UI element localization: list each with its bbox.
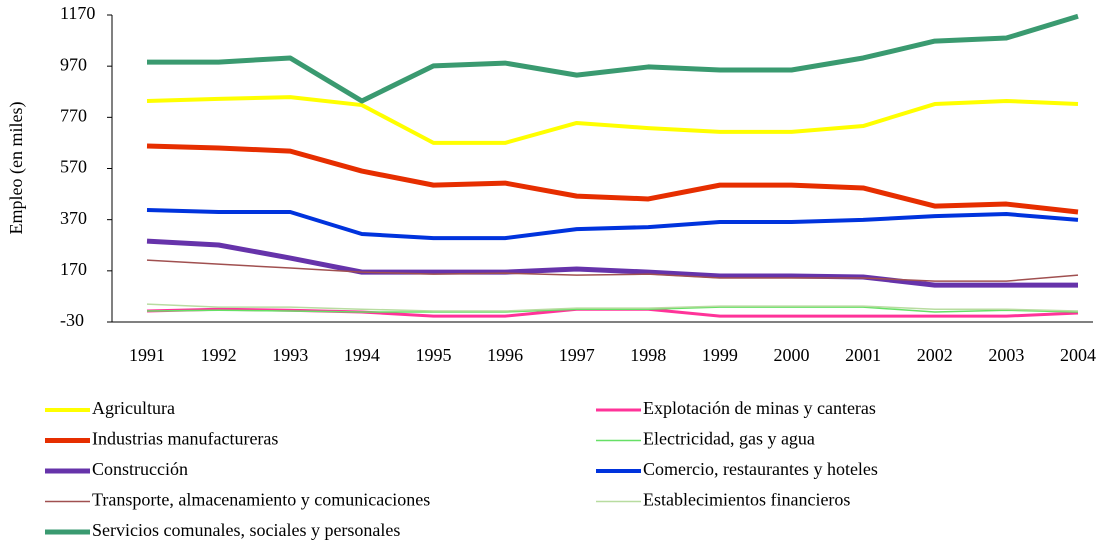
series-line bbox=[146, 207, 1079, 241]
legend-label: Agricultura bbox=[92, 398, 175, 418]
series-line bbox=[146, 306, 1079, 313]
y-tick-label: 770 bbox=[60, 105, 87, 125]
series-line bbox=[146, 143, 1079, 215]
y-tick-label: 970 bbox=[60, 54, 87, 74]
x-tick-label: 1996 bbox=[487, 345, 523, 365]
x-tick-label: 2004 bbox=[1060, 345, 1096, 365]
y-tick-label: 170 bbox=[60, 259, 87, 279]
legend-label: Electricidad, gas y agua bbox=[643, 429, 815, 449]
legend-label: Industrias manufactureras bbox=[92, 429, 278, 449]
legend-label: Construcción bbox=[92, 459, 188, 479]
series-line bbox=[146, 95, 1079, 145]
series-line bbox=[146, 238, 1078, 288]
x-tick-label: 1995 bbox=[415, 345, 451, 365]
x-tick-label: 1994 bbox=[344, 345, 380, 365]
y-axis-title: Empleo (en miles) bbox=[6, 102, 27, 235]
series-line bbox=[146, 303, 1079, 312]
y-tick-label: 370 bbox=[60, 208, 87, 228]
x-tick-label: 1991 bbox=[129, 345, 165, 365]
y-tick-label: 570 bbox=[60, 157, 87, 177]
legend-label: Servicios comunales, sociales y personal… bbox=[92, 520, 400, 540]
x-tick-label: 1999 bbox=[702, 345, 738, 365]
legend-label: Establecimientos financieros bbox=[643, 490, 850, 510]
series-line bbox=[146, 259, 1079, 282]
x-tick-label: 1993 bbox=[272, 345, 308, 365]
y-tick-label: 1170 bbox=[60, 3, 95, 23]
x-tick-label: 2000 bbox=[774, 345, 810, 365]
x-tick-label: 2003 bbox=[988, 345, 1024, 365]
series-line bbox=[147, 13, 1079, 104]
x-tick-label: 1997 bbox=[559, 345, 595, 365]
x-tick-label: 2002 bbox=[917, 345, 953, 365]
x-tick-label: 1998 bbox=[630, 345, 666, 365]
legend-label: Transporte, almacenamiento y comunicacio… bbox=[92, 490, 430, 510]
y-tick-label: -30 bbox=[60, 310, 84, 330]
x-tick-label: 1992 bbox=[201, 345, 237, 365]
legend-label: Explotación de minas y canteras bbox=[643, 398, 876, 418]
x-tick-label: 2001 bbox=[845, 345, 881, 365]
legend-label: Comercio, restaurantes y hoteles bbox=[643, 459, 878, 479]
